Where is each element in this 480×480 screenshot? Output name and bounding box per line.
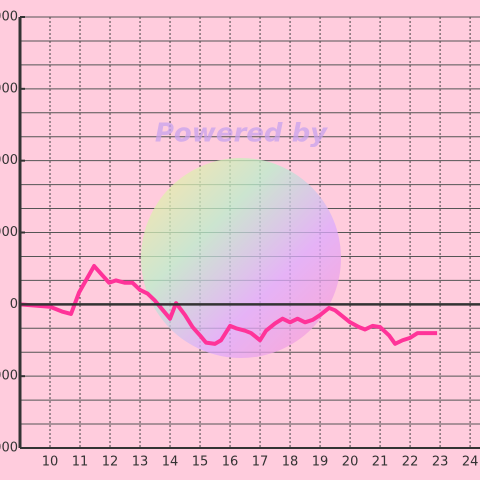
y-tick-label: 6,000 bbox=[0, 153, 18, 168]
x-tick-label: 11 bbox=[72, 455, 89, 470]
x-tick-label: 13 bbox=[132, 455, 149, 470]
watermark: Powered by bbox=[141, 119, 341, 358]
x-tick-label: 14 bbox=[162, 455, 179, 470]
x-tick-label: 12 bbox=[102, 455, 119, 470]
x-tick-label: 17 bbox=[252, 455, 269, 470]
watermark-logo bbox=[141, 158, 341, 358]
x-tick-label: 18 bbox=[282, 455, 299, 470]
x-tick-label: 23 bbox=[432, 455, 449, 470]
x-tick-label: 15 bbox=[192, 455, 209, 470]
watermark-text: Powered by bbox=[155, 119, 328, 149]
y-tick-label: 12,000 bbox=[0, 10, 18, 25]
x-tick-label: 21 bbox=[372, 455, 389, 470]
x-tick-label: 22 bbox=[402, 455, 419, 470]
x-tick-label: 10 bbox=[42, 455, 59, 470]
y-tick-label: -6,000 bbox=[0, 441, 18, 456]
x-tick-label: 19 bbox=[312, 455, 329, 470]
y-tick-label: 0 bbox=[10, 297, 18, 312]
x-tick-label: 16 bbox=[222, 455, 239, 470]
y-tick-label: 3,000 bbox=[0, 225, 18, 240]
y-tick-label: -3,000 bbox=[0, 369, 18, 384]
x-tick-label: 24 bbox=[462, 455, 479, 470]
line bbox=[19, 264, 438, 346]
x-tick-label: 20 bbox=[342, 455, 359, 470]
y-tick-label: 9,000 bbox=[0, 81, 18, 96]
